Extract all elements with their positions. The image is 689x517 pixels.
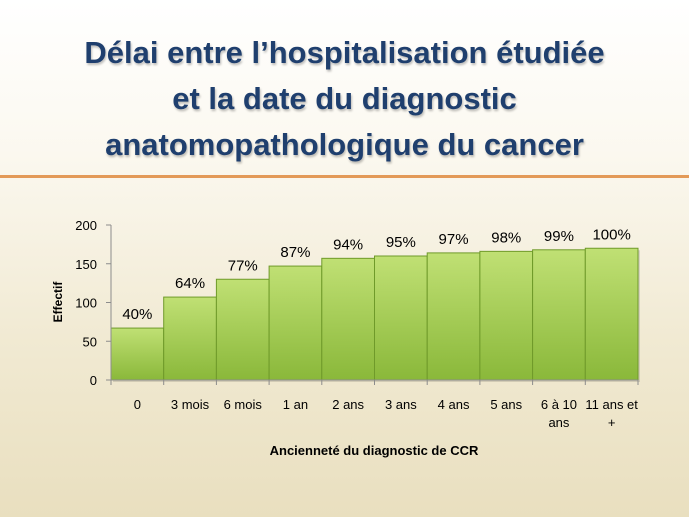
x-tick-label: 5 ans (490, 397, 522, 412)
data-label: 94% (333, 236, 363, 253)
bar (215, 278, 270, 381)
bar (110, 327, 165, 381)
y-axis-label: Effectif (51, 281, 65, 323)
data-label: 97% (439, 231, 469, 248)
x-tick-label: 3 ans (385, 397, 417, 412)
bar (321, 257, 375, 381)
x-tick-label: 0 (134, 397, 141, 412)
bar (163, 296, 217, 381)
data-label: 98% (491, 229, 521, 246)
title-line-1: Délai entre l’hospitalisation étudiée (84, 35, 605, 70)
bar (479, 250, 534, 381)
x-tick-label: 4 ans (438, 397, 470, 412)
title-divider (0, 175, 689, 178)
bar (374, 255, 428, 381)
data-label: 99% (544, 228, 574, 245)
x-tick-label: 11 ans et + (585, 397, 638, 430)
data-label: 100% (592, 226, 630, 243)
data-label: 64% (175, 275, 205, 292)
y-tick-label: 50 (83, 334, 97, 349)
y-tick-label: 100 (75, 296, 97, 311)
y-tick-label: 200 (75, 218, 97, 233)
x-axis-label: Ancienneté du diagnostic de CCR (270, 443, 479, 458)
data-label: 77% (228, 257, 258, 274)
data-label: 40% (122, 306, 152, 323)
title-line-3: anatomopathologique du cancer (105, 127, 584, 162)
data-label: 95% (386, 234, 416, 251)
bar (584, 247, 639, 381)
x-tick-label: 6 à 10 ans (541, 397, 577, 430)
slide-title: Délai entre l’hospitalisation étudiée et… (0, 30, 689, 168)
bar (268, 265, 323, 381)
x-tick-label: 6 mois (224, 397, 263, 412)
bar (532, 249, 586, 381)
data-label: 87% (280, 244, 310, 261)
y-tick-label: 150 (75, 257, 97, 272)
x-tick-label: 3 mois (171, 397, 210, 412)
bar (426, 252, 481, 381)
x-tick-label: 2 ans (332, 397, 364, 412)
x-tick-label: 1 an (283, 397, 308, 412)
title-line-2: et la date du diagnostic (172, 81, 517, 116)
y-tick-label: 0 (90, 373, 97, 388)
